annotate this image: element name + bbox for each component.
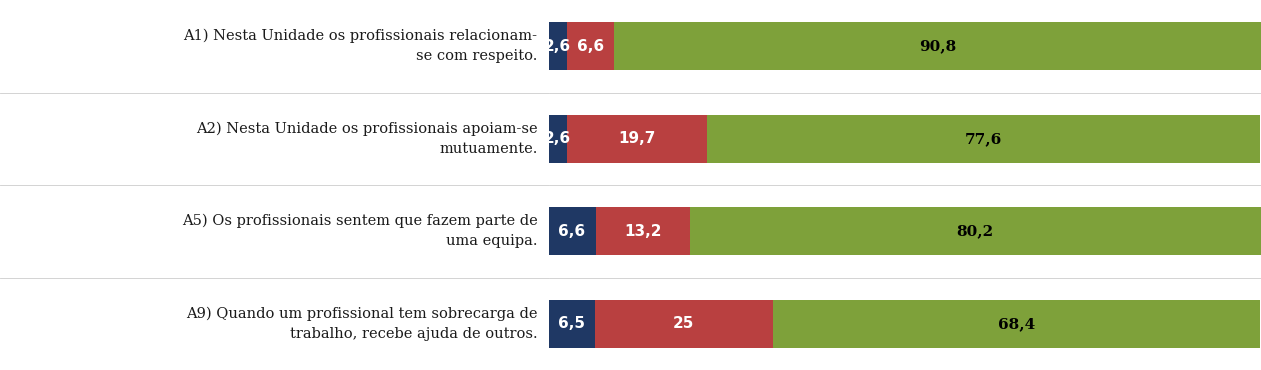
Bar [567, 115, 707, 163]
Bar [707, 115, 1260, 163]
Text: A2) Nesta Unidade os profissionais apoiam-se: A2) Nesta Unidade os profissionais apoia… [195, 121, 537, 136]
Text: 2,6: 2,6 [545, 131, 571, 146]
Text: A5) Os profissionais sentem que fazem parte de: A5) Os profissionais sentem que fazem pa… [182, 214, 537, 228]
Text: trabalho, recebe ajuda de outros.: trabalho, recebe ajuda de outros. [290, 327, 537, 341]
Text: se com respeito.: se com respeito. [416, 50, 537, 63]
Text: 25: 25 [673, 316, 695, 331]
Bar [549, 300, 595, 348]
Text: 80,2: 80,2 [957, 224, 994, 238]
Text: 6,6: 6,6 [578, 39, 604, 54]
Text: 19,7: 19,7 [619, 131, 656, 146]
Text: A9) Quando um profissional tem sobrecarga de: A9) Quando um profissional tem sobrecarg… [187, 306, 537, 321]
Text: A1) Nesta Unidade os profissionais relacionam-: A1) Nesta Unidade os profissionais relac… [184, 29, 537, 43]
Text: mutuamente.: mutuamente. [439, 142, 537, 156]
Text: uma equipa.: uma equipa. [446, 235, 537, 248]
Text: 13,2: 13,2 [624, 224, 661, 239]
Text: 90,8: 90,8 [919, 39, 956, 53]
Text: 2,6: 2,6 [545, 39, 571, 54]
Bar [595, 300, 773, 348]
Bar [549, 22, 567, 70]
Text: 6,6: 6,6 [559, 224, 585, 239]
Bar [549, 115, 567, 163]
Text: 77,6: 77,6 [965, 132, 1002, 146]
Bar [690, 207, 1261, 255]
Text: 6,5: 6,5 [559, 316, 585, 331]
Bar [567, 22, 614, 70]
Bar [549, 207, 595, 255]
Bar [773, 300, 1260, 348]
Bar [595, 207, 690, 255]
Bar [614, 22, 1261, 70]
Text: 68,4: 68,4 [997, 317, 1035, 331]
